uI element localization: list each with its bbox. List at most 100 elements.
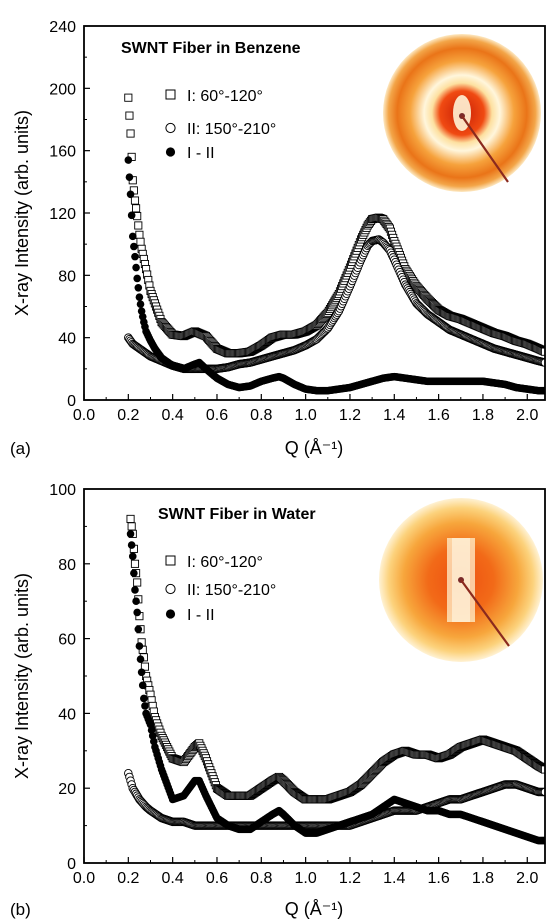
- legend-marker-filled-circle-a: [165, 147, 176, 157]
- x-tick-label: 1.6: [427, 870, 449, 887]
- y-tick-label: 80: [58, 557, 76, 574]
- legend-label-a-2: II: 150°-210°: [187, 121, 276, 138]
- y-tick-label: 40: [58, 331, 76, 348]
- data-point-series-3: [131, 586, 139, 594]
- data-point-series-1: [126, 514, 135, 523]
- data-point-series-3: [133, 608, 141, 617]
- data-point-series-3: [137, 668, 146, 677]
- legend-marker-open-circle-a: [165, 122, 176, 134]
- data-point-series-3: [126, 190, 135, 199]
- data-point-series-1: [130, 196, 140, 205]
- y-tick-label: 20: [58, 781, 76, 798]
- data-point-series-3: [541, 836, 545, 845]
- x-tick-label: 0.0: [73, 870, 95, 887]
- data-point-series-1: [124, 93, 133, 102]
- data-point-series-3: [130, 242, 138, 251]
- legend-label-a-3: I - II: [187, 145, 215, 162]
- y-tick-label: 0: [67, 393, 76, 410]
- x-tick-label: 2.0: [516, 870, 538, 887]
- y-tick-label: 0: [67, 856, 76, 873]
- data-point-series-3: [140, 694, 148, 703]
- data-point-series-3: [128, 232, 137, 241]
- x-tick-label: 0.6: [206, 407, 228, 424]
- data-point-series-2: [540, 787, 545, 797]
- data-point-series-1: [130, 559, 140, 568]
- x-tick-label: 0.2: [117, 407, 139, 424]
- legend-b: I: 60°-120° II: 150°-210° I - II: [165, 554, 276, 624]
- x-tick-label: 1.4: [383, 407, 405, 424]
- x-tick-label: 1.6: [427, 407, 449, 424]
- legend-marker-open-circle-b: [165, 583, 176, 595]
- x-tick-label: 1.0: [295, 870, 317, 887]
- chart-title-b: SWNT Fiber in Water: [158, 506, 316, 523]
- x-tick-label: 0.8: [250, 870, 272, 887]
- panel-a: 0 40 80 120 160 200 240 0.0 0.2 0.4 0.6 0.8 1.0 1.2 1…: [10, 19, 546, 458]
- data-point-series-1: [126, 129, 135, 138]
- data-point-series-3: [136, 655, 145, 663]
- data-point-series-3: [135, 642, 144, 650]
- x-tick-label: 0.0: [73, 407, 95, 424]
- chart-title-a: SWNT Fiber in Benzene: [121, 40, 301, 57]
- data-point-series-1: [133, 578, 142, 587]
- data-point-series-1: [127, 522, 136, 531]
- plot-area-b: [124, 514, 545, 845]
- data-point-series-1: [134, 221, 143, 230]
- data-point-series-3: [138, 681, 147, 690]
- data-point-series-3: [134, 625, 143, 634]
- data-point-series-3: [126, 530, 135, 538]
- x-tick-label: 0.6: [206, 870, 228, 887]
- x-tick-label: 0.4: [162, 407, 184, 424]
- data-point-series-3: [135, 293, 144, 301]
- x-tick-label: 1.0: [295, 407, 317, 424]
- y-axis-a: 0 40 80 120 160 200 240: [49, 19, 90, 410]
- x-tick-label: 0.2: [117, 870, 139, 887]
- y-tick-label: 200: [49, 81, 76, 98]
- panel-b: 0 20 40 60 80 100 0.0 0.2 0.4 0.6 0.8 1.0 1.2 1.4 1.6…: [10, 482, 546, 919]
- x-tick-label: 0.4: [162, 870, 184, 887]
- y-axis-label-b: X-ray Intensity (arb. units): [12, 573, 32, 779]
- x-axis-b: 0.0 0.2 0.4 0.6 0.8 1.0 1.2 1.4 1.6 1.8 2.0: [73, 857, 538, 887]
- data-point-series-3: [128, 552, 137, 561]
- data-point-series-3: [127, 541, 136, 549]
- data-point-series-1: [132, 204, 141, 213]
- x-tick-label: 1.8: [472, 870, 494, 887]
- data-point-series-1: [135, 230, 144, 239]
- y-tick-label: 60: [58, 632, 76, 649]
- legend-label-b-3: I - II: [187, 607, 215, 624]
- x-tick-label: 2.0: [516, 407, 538, 424]
- legend-marker-open-square-a: [165, 89, 176, 100]
- x-tick-label: 1.8: [472, 407, 494, 424]
- x-tick-label: 1.2: [339, 407, 361, 424]
- y-tick-label: 80: [58, 268, 76, 285]
- data-point-series-1: [540, 347, 545, 356]
- inset-diffraction-benzene: [383, 34, 541, 192]
- data-point-series-3: [131, 252, 139, 261]
- legend-marker-open-square-b: [165, 555, 176, 566]
- y-tick-label: 240: [49, 19, 76, 36]
- data-point-series-3: [125, 173, 134, 181]
- data-point-series-3: [124, 156, 133, 164]
- inset-diffraction-water: [379, 498, 543, 662]
- data-point-series-1: [125, 111, 134, 120]
- data-point-series-1: [136, 237, 145, 246]
- panel-label-a: (a): [10, 439, 31, 458]
- data-point-series-3: [136, 300, 145, 308]
- x-axis-label-b: Q (Å⁻¹): [285, 899, 344, 919]
- legend-label-b-2: II: 150°-210°: [187, 582, 276, 599]
- y-tick-label: 120: [49, 206, 76, 223]
- legend-marker-filled-circle-b: [165, 609, 176, 619]
- y-axis-label-a: X-ray Intensity (arb. units): [12, 110, 32, 316]
- data-point-series-3: [541, 386, 545, 395]
- y-axis-b: 0 20 40 60 80 100: [49, 482, 90, 873]
- plot-area-a: [124, 93, 545, 395]
- x-tick-label: 1.2: [339, 870, 361, 887]
- x-tick-label: 1.4: [383, 870, 405, 887]
- panel-label-b: (b): [10, 900, 31, 919]
- data-point-series-3: [132, 597, 140, 605]
- data-point-series-3: [130, 569, 138, 577]
- legend-label-b-1: I: 60°-120°: [187, 554, 263, 571]
- data-point-series-3: [127, 211, 136, 220]
- data-point-series-3: [141, 702, 149, 710]
- data-point-series-3: [134, 284, 143, 292]
